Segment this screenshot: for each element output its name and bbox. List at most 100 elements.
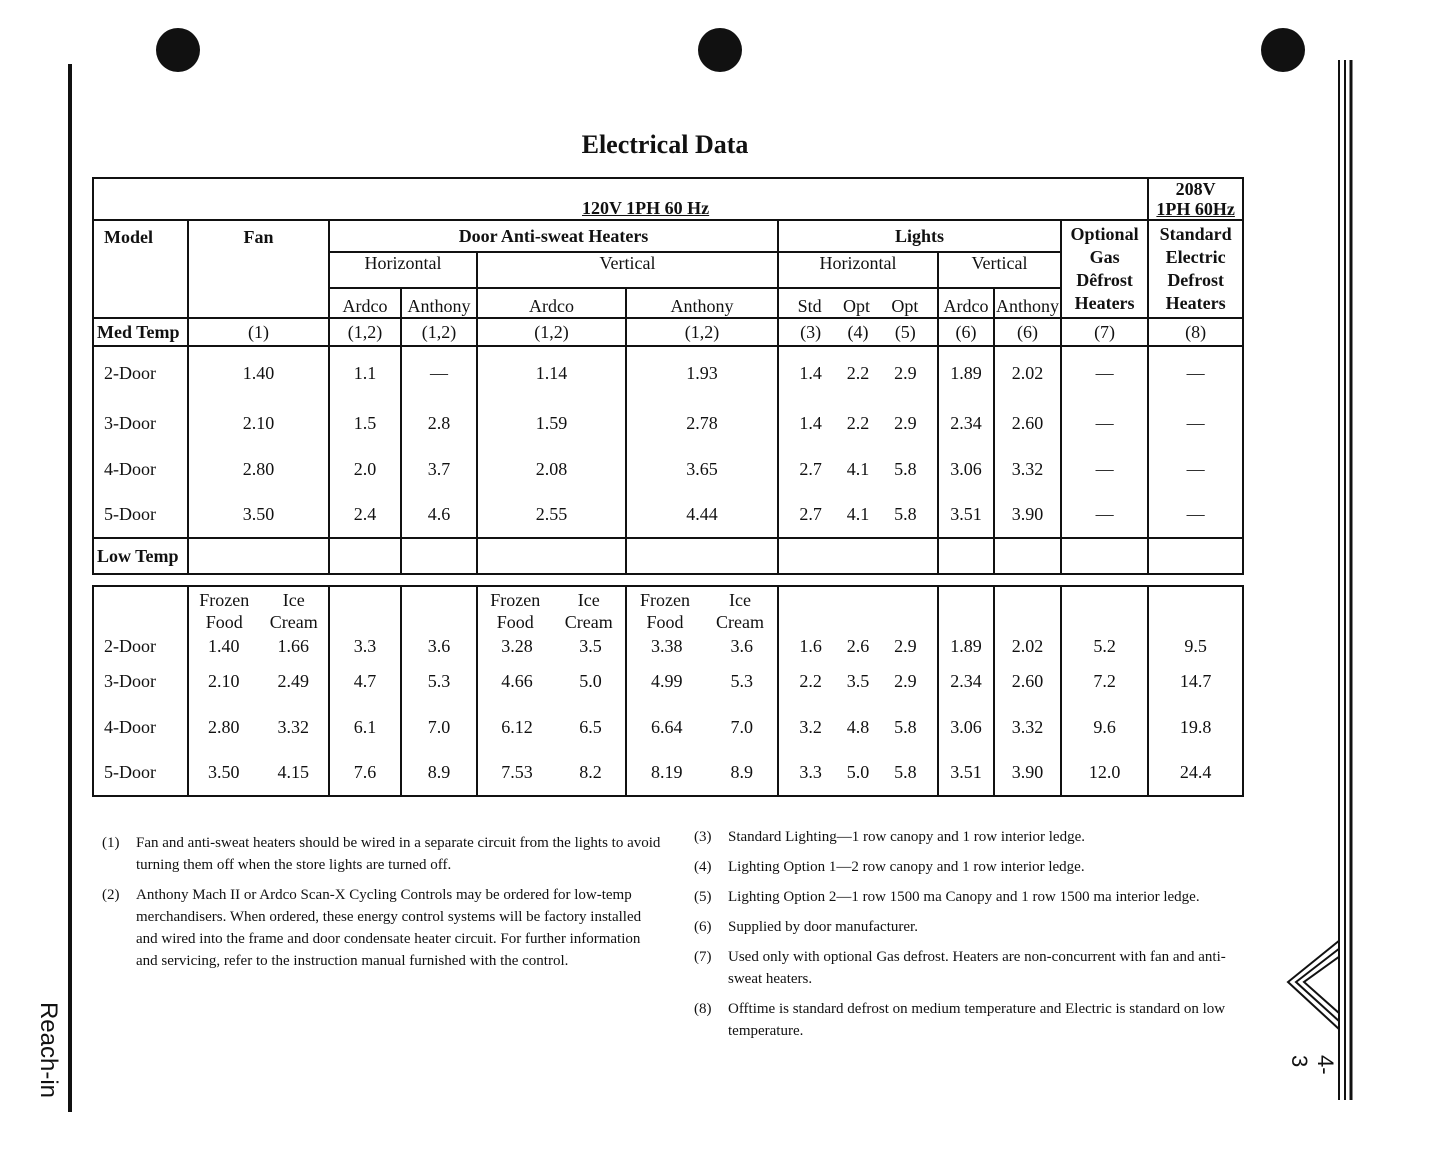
header-fan: Fan [187,220,330,319]
header-lights: Lights [777,220,1062,253]
cell: 5.0 [579,670,602,691]
footnote: (2) Anthony Mach II or Ardco Scan-X Cycli… [102,884,664,972]
cell: 12.0 [1059,750,1150,797]
tab-edge-decoration [1338,60,1353,1100]
cell: 14.7 [1147,658,1245,704]
cell: 2.8 [400,400,478,446]
cell: 3.32 [277,716,310,737]
cell: 2.02 [993,346,1062,400]
cell: 2.9 [894,670,917,691]
table-row: 3-Door 2.10 1.5 2.8 1.59 2.78 1.4 2.2 2.9 2.34 2.6… [92,400,1245,446]
cell: 5.3 [730,670,754,691]
cell: 3.28 [501,635,533,656]
cell: 7.53 [501,762,533,782]
header-h-anthony: Anthony [400,288,478,319]
model-cell: 3-Door [92,400,189,446]
header-electric-defrost: Standard Electric Defrost Heaters [1147,220,1245,319]
footnote-number: (7) [694,949,712,965]
table-row: 5-Door 3.50 4.15 7.6 8.9 7.53 8.2 8.19 8.9 3.3 5.0… [92,750,1245,797]
cell: 1.66 [277,635,310,656]
footnote: (4) Lighting Option 1—2 row canopy and 1 … [694,856,1244,878]
footnote-text: Lighting Option 1—2 row canopy and 1 row… [728,859,1085,875]
cell: 3.7 [400,446,478,492]
page-number: 4-3 [1287,1040,1338,1090]
cell: 3.90 [993,750,1062,797]
model-cell: 4-Door [92,446,189,492]
cell: 4.15 [277,762,310,782]
header-vertical: Vertical [476,252,779,289]
cell: — [1147,446,1245,492]
model-cell: 2-Door [92,346,189,400]
cell: — [1147,492,1245,538]
note-ref: (1) [187,318,330,347]
header-gas-defrost: Optional Gas Dêfrost Heaters [1059,220,1150,319]
punch-hole [156,28,200,72]
cell: 5.8 [894,716,917,737]
cell: — [1059,400,1150,446]
footnote-text: Lighting Option 2—1 row 1500 ma Canopy a… [728,889,1200,905]
table-row: 4-Door 2.80 2.0 3.7 2.08 3.65 2.7 4.1 5.8 3.06 3.3… [92,446,1245,492]
fan-cell: 2.80 [187,446,330,492]
header-horizontal: Horizontal [328,252,478,289]
cell: 2.55 [476,492,627,538]
header-door-heaters: Door Anti-sweat Heaters [328,220,779,253]
cell: 3.5 [579,635,602,656]
footnote-number: (3) [694,829,712,845]
cell: 4.66 [501,670,533,691]
cell: 1.4 [799,412,822,433]
cell: 3.2 [799,716,822,737]
cell: 2.49 [277,670,310,691]
cell: 3.90 [993,492,1062,538]
note-ref: (1,2) [400,318,478,347]
cell: 2.78 [625,400,779,446]
margin-rule [68,64,72,1112]
cell: 19.8 [1147,704,1245,750]
cell: 1.89 [937,634,995,658]
note-ref: (1,2) [328,318,402,347]
footnote: (6) Supplied by door manufacturer. [694,916,1244,938]
chevron-decoration [1286,940,1340,1031]
note-ref: (7) [1059,318,1150,347]
cell: 2.60 [993,400,1062,446]
footnote-number: (6) [694,919,712,935]
cell: 3.51 [937,750,995,797]
cell: 2.6 [846,635,870,656]
cell: 2.2 [846,412,870,433]
note-ref: (5) [894,321,916,342]
footnote-number: (8) [694,1001,712,1017]
cell: — [1147,400,1245,446]
cell: 7.2 [1059,658,1150,704]
cell: 6.64 [651,716,683,737]
cell: 3.06 [937,446,995,492]
cell: 2.0 [328,446,402,492]
cell: 2.2 [799,670,822,691]
cell: 3.3 [799,762,822,782]
footnote-number: (5) [694,889,712,905]
table-row: 4-Door 2.80 3.32 6.1 7.0 6.12 6.5 6.64 7.0 3.2 4.8… [92,704,1245,750]
cell: — [1059,346,1150,400]
cell: 2.2 [846,363,870,383]
table-row: 2-Door 1.40 1.1—1.14 1.93 1.4 2.2 2.9 1.89 2.02—… [92,346,1245,400]
cell: 2.02 [993,634,1062,658]
low-temp-label: Low Temp [92,537,189,575]
model-cell: 5-Door [92,750,189,797]
electrical-data-table: 120V 1PH 60 Hz 208V 1PH 60Hz Model Fan Do… [91,177,1245,797]
table-row: 3-Door 2.10 2.49 4.7 5.3 4.66 5.0 4.99 5.3 2.2 3.5… [92,658,1245,704]
cell: 5.3 [400,658,478,704]
voltage-main: 120V 1PH 60 Hz [582,198,710,218]
footnote: (7) Used only with optional Gas defrost. … [694,946,1244,990]
footnote-text: Fan and anti-sweat heaters should be wir… [136,835,661,873]
cell: 4.44 [625,492,779,538]
model-cell: 4-Door [92,704,189,750]
header-model: Model [92,220,189,319]
cell: 5.8 [894,504,917,524]
footnote: (5) Lighting Option 2—1 row 1500 ma Canop… [694,886,1244,908]
med-temp-label: Med Temp [92,318,189,347]
cell: 3.32 [993,704,1062,750]
fan-cell: 3.50 [187,492,330,538]
cell: 2.10 [208,670,240,691]
cell: 2.9 [894,635,917,656]
cell: 1.4 [799,363,822,383]
cell: 2.80 [208,716,240,737]
punch-hole [698,28,742,72]
